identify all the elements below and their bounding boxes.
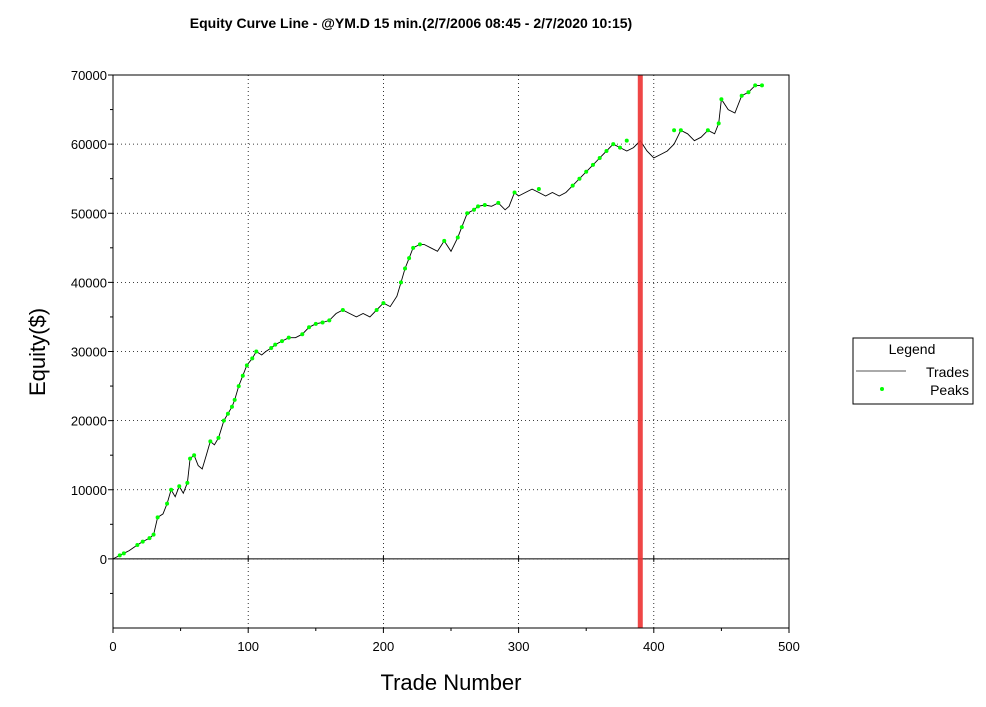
peak-point [471, 207, 476, 212]
x-tick-label: 200 [373, 639, 395, 654]
peak-point [232, 397, 237, 402]
legend-title: Legend [889, 341, 936, 357]
y-tick-label: 60000 [71, 137, 107, 152]
peak-point [273, 342, 278, 347]
peak-point [254, 349, 259, 354]
y-tick-label: 10000 [71, 483, 107, 498]
peak-point [618, 145, 622, 150]
peak-point [244, 363, 249, 368]
peak-point [597, 155, 602, 160]
peak-point [746, 90, 751, 95]
peak-point [411, 245, 416, 250]
peak-point [286, 335, 291, 340]
peak-point [604, 149, 609, 154]
peaks-series [117, 83, 764, 558]
peak-point [442, 238, 447, 243]
peak-point [455, 235, 460, 240]
y-tick-label: 50000 [71, 206, 107, 221]
peak-point [140, 539, 145, 544]
peak-point [719, 97, 724, 102]
peak-point [624, 138, 629, 143]
x-tick-label: 100 [237, 639, 259, 654]
peak-point [188, 456, 193, 461]
peak-point [147, 536, 152, 541]
peak-point [476, 204, 481, 209]
x-axis-ticks: 0 100 200 300 400 500 [109, 628, 800, 654]
x-axis-label: Trade Number [380, 670, 521, 695]
peak-point [208, 439, 213, 444]
peak-point [716, 121, 721, 126]
peak-point [121, 551, 126, 556]
peak-point [374, 308, 379, 313]
peak-point [313, 321, 318, 326]
peak-point [236, 384, 241, 389]
legend-trades-label: Trades [926, 364, 969, 380]
peak-point [307, 325, 312, 330]
peak-point [672, 128, 677, 133]
peak-point [192, 453, 197, 458]
x-tick-label: 400 [643, 639, 665, 654]
peak-point [465, 211, 470, 216]
peak-point [165, 501, 170, 506]
x-tick-label: 300 [508, 639, 530, 654]
y-tick-label: 0 [100, 552, 107, 567]
peak-point [759, 83, 764, 88]
peak-point [250, 356, 255, 361]
chart-title: Equity Curve Line - @YM.D 15 min.(2/7/20… [190, 15, 632, 31]
peak-point [225, 411, 230, 416]
y-tick-label: 30000 [71, 345, 107, 360]
peak-point [327, 318, 332, 323]
y-tick-label: 20000 [71, 414, 107, 429]
peak-point [216, 435, 221, 440]
peak-point [739, 93, 744, 98]
peak-point [221, 418, 226, 423]
peak-point [611, 142, 616, 147]
legend-peaks-swatch [880, 387, 884, 391]
peak-point [403, 266, 408, 271]
peak-point [117, 553, 122, 558]
peak-point [407, 256, 412, 261]
peak-point [678, 128, 683, 133]
plot-area [112, 74, 790, 629]
y-axis-label: Equity($) [25, 308, 50, 396]
peak-point [705, 128, 710, 133]
peak-point [340, 308, 345, 313]
peak-point [398, 280, 403, 285]
peak-point [177, 484, 182, 489]
legend: Legend Trades Peaks [852, 337, 974, 405]
plot-background [113, 75, 789, 628]
peak-point [482, 202, 487, 207]
peak-point [459, 225, 464, 230]
peak-point [570, 183, 575, 188]
peak-point [320, 320, 325, 325]
peak-point [536, 187, 541, 192]
y-tick-label: 70000 [71, 68, 107, 83]
peak-point [753, 83, 758, 88]
peak-point [280, 339, 284, 344]
peak-point [229, 404, 234, 409]
peak-point [417, 242, 422, 247]
legend-box [852, 337, 974, 405]
y-tick-label: 40000 [71, 275, 107, 290]
peak-point [584, 169, 589, 174]
peak-point [135, 543, 140, 548]
peak-point [590, 162, 595, 167]
peak-point [577, 176, 582, 181]
peak-point [240, 373, 245, 378]
peak-point [155, 515, 160, 520]
legend-peaks-label: Peaks [930, 382, 969, 398]
peak-point [496, 200, 501, 205]
peak-point [300, 332, 305, 337]
peak-point [269, 346, 274, 351]
y-axis-ticks: 0 10000 20000 30000 40000 50000 60000 70000 [71, 68, 113, 594]
peak-point [151, 532, 156, 537]
peak-point [381, 301, 386, 306]
peak-point [185, 480, 190, 485]
x-tick-label: 500 [778, 639, 800, 654]
peak-point [169, 487, 174, 492]
x-tick-label: 0 [109, 639, 116, 654]
peak-point [512, 190, 517, 195]
